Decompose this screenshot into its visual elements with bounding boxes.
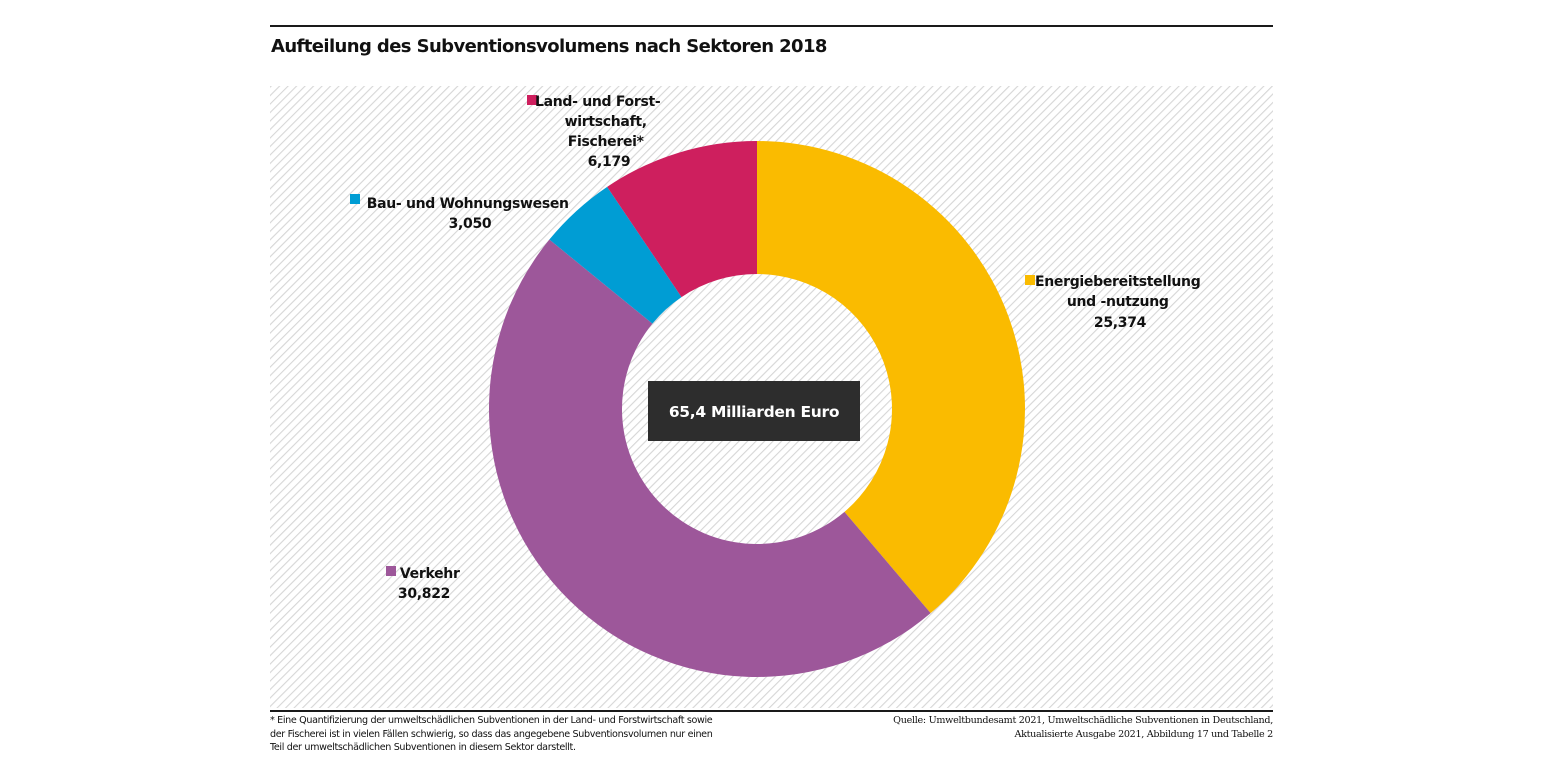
slice-label-verkehr-line-1: Verkehr bbox=[400, 566, 460, 582]
bottom-rule bbox=[270, 710, 1273, 712]
slice-label-energie-line-2: und -nutzung bbox=[1067, 294, 1169, 310]
legend-marker-verkehr bbox=[386, 566, 396, 576]
footnote: * Eine Quantifizierung der umweltschädli… bbox=[270, 714, 750, 755]
donut-slice-verkehr bbox=[489, 239, 931, 677]
slice-label-bau-line-1: Bau- und Wohnungswesen bbox=[367, 196, 569, 212]
center-total-label: 65,4 Milliarden Euro bbox=[669, 403, 839, 421]
slice-value-energie: 25,374 bbox=[1094, 315, 1147, 331]
slice-label-land-line-3: Fischerei* bbox=[568, 134, 645, 150]
slice-label-land-line-1: Land- und Forst- bbox=[535, 94, 661, 110]
slice-label-bau: Bau- und Wohnungswesen 3,050 bbox=[367, 196, 574, 232]
slice-value-bau: 3,050 bbox=[449, 216, 492, 232]
donut-slice-energie bbox=[757, 141, 1025, 614]
donut-slice-bau bbox=[549, 186, 682, 324]
legend-marker-bau bbox=[350, 194, 360, 204]
slice-label-energie-line-1: Energiebereitstellung bbox=[1035, 274, 1200, 290]
slice-label-verkehr: Verkehr 30,822 bbox=[398, 566, 464, 602]
slice-label-land: Land- und Forst- wirtschaft, Fischerei* … bbox=[535, 94, 665, 170]
slices-layer bbox=[489, 141, 1025, 677]
footnote-line: der Fischerei ist in vielen Fällen schwi… bbox=[270, 728, 713, 740]
slice-value-land: 6,179 bbox=[588, 154, 631, 170]
chart-title: Aufteilung des Subventionsvolumens nach … bbox=[271, 36, 827, 57]
legend-markers-layer bbox=[350, 95, 1035, 576]
footnote-line: Teil der umweltschädlichen Subventionen … bbox=[270, 742, 576, 753]
slice-label-land-line-2: wirtschaft, bbox=[565, 114, 647, 130]
source-note: Quelle: Umweltbundesamt 2021, Umweltschä… bbox=[853, 714, 1273, 741]
center-total-box bbox=[648, 381, 860, 441]
top-rule bbox=[270, 25, 1273, 27]
footnote-line: * Eine Quantifizierung der umweltschädli… bbox=[270, 715, 713, 726]
slice-value-verkehr: 30,822 bbox=[398, 586, 450, 602]
legend-marker-land bbox=[527, 95, 537, 105]
slice-label-energie: Energiebereitstellung und -nutzung 25,37… bbox=[1035, 274, 1205, 331]
donut-slice-land bbox=[607, 141, 757, 298]
source-line: Aktualisierte Ausgabe 2021, Abbildung 17… bbox=[1014, 728, 1273, 740]
source-line: Quelle: Umweltbundesamt 2021, Umweltschä… bbox=[893, 715, 1273, 726]
legend-marker-energie bbox=[1025, 275, 1035, 285]
